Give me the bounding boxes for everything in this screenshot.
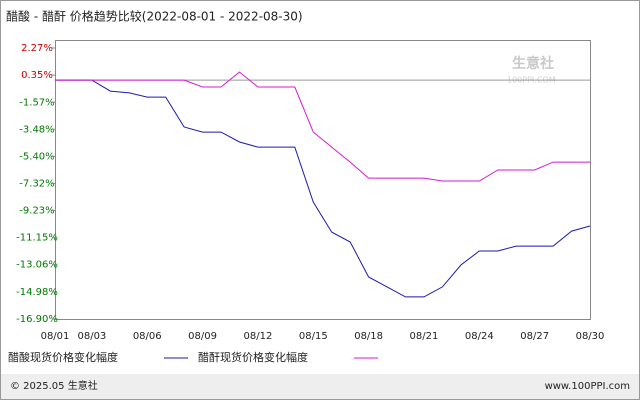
y-tick-label: -3.48% bbox=[19, 124, 54, 135]
legend-label: 醋酸现货价格变化幅度 bbox=[8, 350, 118, 364]
y-tick-label: 0.35% bbox=[21, 70, 53, 81]
x-tick-label: 08/27 bbox=[520, 331, 549, 342]
x-tick-label: 08/15 bbox=[299, 331, 328, 342]
x-tick-label: 08/12 bbox=[244, 331, 273, 342]
series-line bbox=[55, 79, 591, 298]
y-tick-label: -9.23% bbox=[19, 206, 54, 217]
y-tick-label: -11.15% bbox=[16, 233, 58, 244]
legend-label: 醋酐现货价格变化幅度 bbox=[198, 350, 308, 364]
x-tick-label: 08/01 bbox=[41, 331, 70, 342]
y-tick-label: -5.40% bbox=[19, 151, 54, 162]
y-tick-label: -14.98% bbox=[16, 287, 58, 298]
x-tick-label: 08/18 bbox=[354, 331, 383, 342]
watermark: 生意社 bbox=[512, 55, 554, 72]
y-tick-label: -16.90% bbox=[16, 314, 58, 325]
footer-right: www.100PPI.com bbox=[545, 381, 630, 392]
x-tick-label: 08/06 bbox=[133, 331, 162, 342]
x-tick-label: 08/30 bbox=[576, 331, 605, 342]
footer-bg bbox=[1, 374, 639, 399]
chart-title: 醋酸 - 醋酐 价格趋势比较(2022-08-01 - 2022-08-30) bbox=[6, 9, 303, 24]
y-tick-label: -7.32% bbox=[19, 179, 54, 190]
x-tick-label: 08/24 bbox=[465, 331, 494, 342]
x-tick-label: 08/21 bbox=[410, 331, 439, 342]
y-tick-label: 2.27% bbox=[21, 43, 53, 54]
y-tick-label: -1.57% bbox=[19, 97, 54, 108]
plot-frame bbox=[55, 40, 591, 320]
x-tick-label: 08/09 bbox=[188, 331, 217, 342]
x-tick-label: 08/03 bbox=[77, 331, 106, 342]
series-line bbox=[55, 71, 590, 182]
footer-left: © 2025.05 生意社 bbox=[10, 379, 98, 392]
y-tick-label: -13.06% bbox=[16, 260, 58, 271]
